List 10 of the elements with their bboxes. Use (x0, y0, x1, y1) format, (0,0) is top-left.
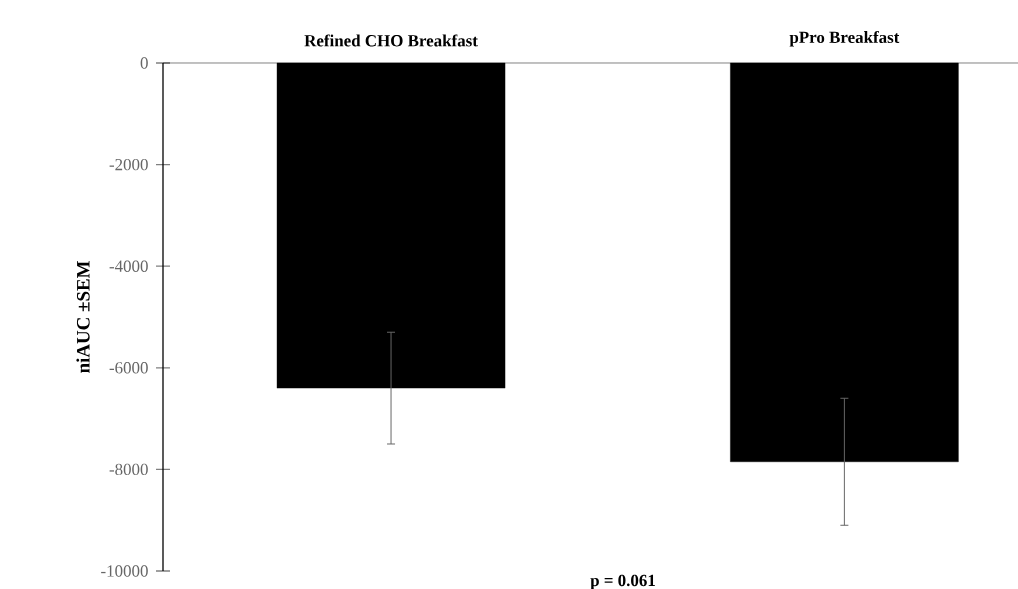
y-tick-label: -2000 (109, 158, 148, 171)
y-axis-title: niAUC ±SEM (76, 261, 90, 373)
y-tick-label: 0 (140, 57, 148, 69)
x-tick-label: pPro Breakfast (789, 30, 900, 47)
y-tick-label: -8000 (109, 463, 148, 476)
x-tick-label: Refined CHO Breakfast (304, 34, 478, 47)
y-tick-label: -6000 (109, 362, 148, 374)
text: p = 0.061 (590, 574, 655, 589)
y-tick-label: -4000 (109, 260, 148, 272)
y-tick-label: -10000 (101, 565, 148, 577)
